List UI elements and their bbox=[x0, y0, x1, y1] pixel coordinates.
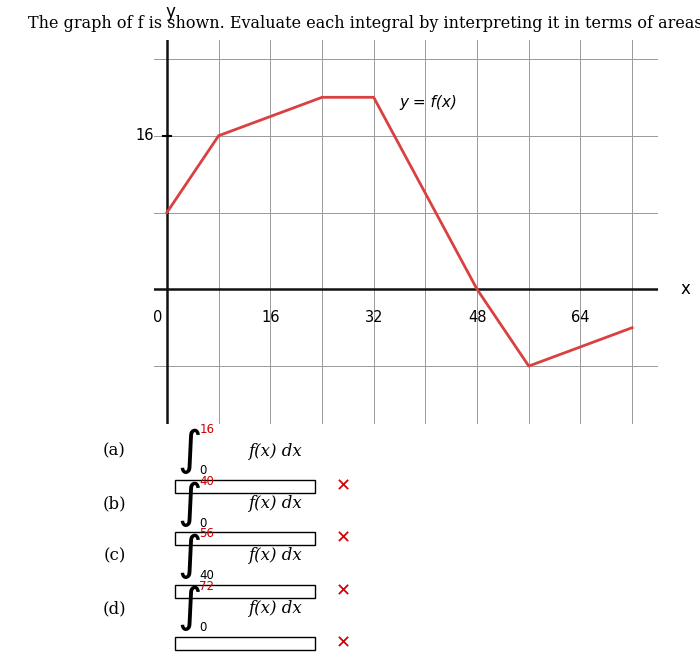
Text: ✕: ✕ bbox=[336, 477, 351, 495]
Text: $\int$: $\int$ bbox=[177, 479, 201, 528]
Text: y = f(x): y = f(x) bbox=[400, 95, 457, 110]
FancyBboxPatch shape bbox=[175, 532, 315, 545]
Text: f(x) dx: f(x) dx bbox=[248, 443, 302, 459]
Text: The graph of f is shown. Evaluate each integral by interpreting it in terms of a: The graph of f is shown. Evaluate each i… bbox=[28, 15, 700, 32]
Text: 16: 16 bbox=[261, 310, 279, 326]
Text: (b): (b) bbox=[102, 495, 126, 512]
Text: 40: 40 bbox=[199, 569, 214, 582]
Text: (c): (c) bbox=[104, 547, 126, 565]
Text: f(x) dx: f(x) dx bbox=[248, 547, 302, 565]
Text: 40: 40 bbox=[199, 475, 214, 488]
FancyBboxPatch shape bbox=[175, 585, 315, 598]
Text: $\int$: $\int$ bbox=[177, 583, 201, 634]
Text: 64: 64 bbox=[571, 310, 589, 326]
Text: 16: 16 bbox=[199, 422, 214, 436]
Text: (d): (d) bbox=[102, 600, 126, 617]
Text: f(x) dx: f(x) dx bbox=[248, 495, 302, 512]
Text: 0: 0 bbox=[153, 310, 162, 326]
Text: 0: 0 bbox=[199, 464, 207, 477]
Text: f(x) dx: f(x) dx bbox=[248, 600, 302, 617]
FancyBboxPatch shape bbox=[175, 480, 315, 493]
Text: 0: 0 bbox=[199, 622, 207, 634]
Text: (a): (a) bbox=[103, 443, 126, 459]
Text: $\int$: $\int$ bbox=[177, 531, 201, 581]
Text: ✕: ✕ bbox=[336, 530, 351, 547]
Text: 0: 0 bbox=[199, 516, 207, 530]
Text: x: x bbox=[680, 280, 690, 299]
FancyBboxPatch shape bbox=[175, 637, 315, 650]
Text: $\int$: $\int$ bbox=[177, 426, 201, 476]
Text: ✕: ✕ bbox=[336, 635, 351, 653]
Text: 32: 32 bbox=[365, 310, 383, 326]
Text: ✕: ✕ bbox=[336, 582, 351, 600]
Text: y: y bbox=[165, 3, 175, 21]
Text: 16: 16 bbox=[136, 128, 154, 143]
Text: 56: 56 bbox=[199, 528, 214, 540]
Text: 48: 48 bbox=[468, 310, 486, 326]
Text: 72: 72 bbox=[199, 580, 214, 593]
